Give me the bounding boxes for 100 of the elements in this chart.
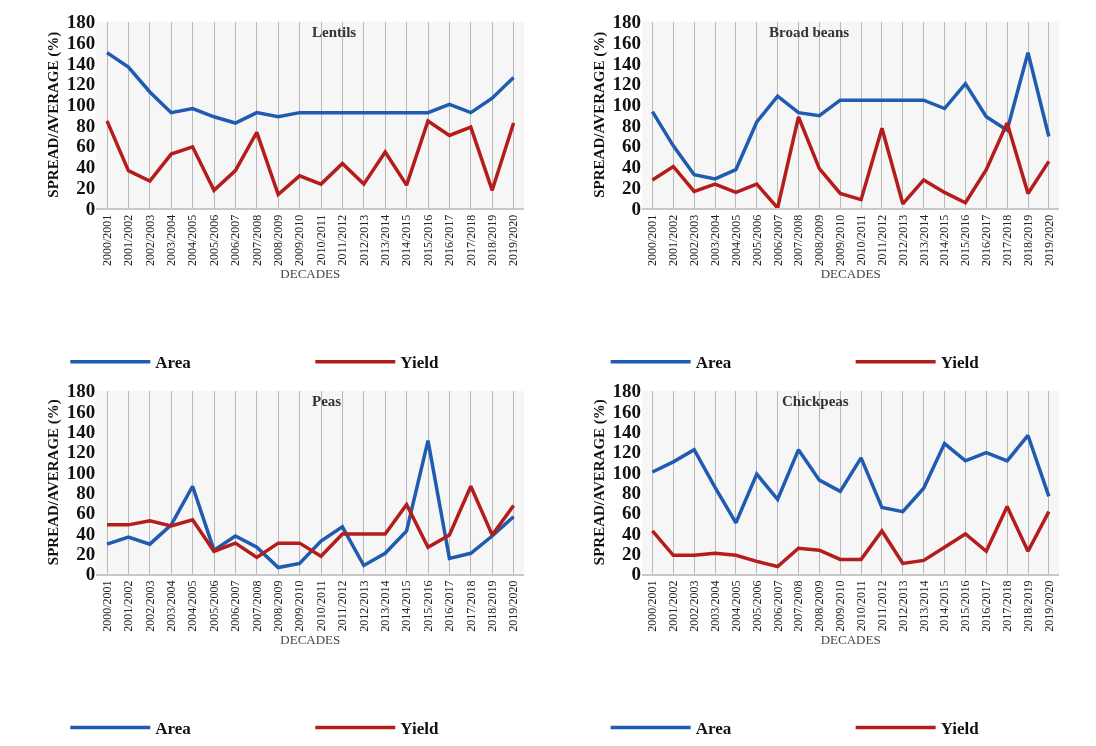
x-tick-label: 2012/2013 xyxy=(895,580,910,632)
x-tick-label: 2013/2014 xyxy=(916,214,931,267)
y-tick-label: 140 xyxy=(612,52,641,74)
x-tick-label: 2014/2015 xyxy=(937,214,952,267)
x-tick-label: 2019/2020 xyxy=(506,580,521,632)
x-tick-label: 2012/2013 xyxy=(895,214,910,267)
x-tick-label: 2000/2001 xyxy=(645,214,660,267)
x-tick-label: 2016/2017 xyxy=(979,214,994,267)
x-tick-label: 2002/2003 xyxy=(687,214,702,267)
x-tick-label: 2009/2010 xyxy=(292,214,307,267)
legend-label: Yield xyxy=(400,353,439,373)
legend-label: Area xyxy=(695,353,732,373)
chart-title: Broad beans xyxy=(769,24,850,40)
line-series xyxy=(105,119,516,197)
x-axis-title: DECADES xyxy=(820,631,881,647)
x-tick-label: 2003/2004 xyxy=(707,214,722,267)
y-axis-title: SPREAD/AVERAGE (%) xyxy=(45,31,63,198)
x-tick-label: 2014/2015 xyxy=(399,214,414,267)
y-tick-label: 60 xyxy=(76,135,96,157)
x-tick-label: 2000/2001 xyxy=(645,580,660,632)
y-axis-title: SPREAD/AVERAGE (%) xyxy=(590,399,608,566)
y-tick-label: 160 xyxy=(612,31,641,53)
x-tick-label: 2011/2012 xyxy=(335,580,350,632)
x-tick-label: 2002/2003 xyxy=(142,214,157,267)
x-tick-label: 2007/2008 xyxy=(791,580,806,632)
y-tick-label: 40 xyxy=(622,522,641,544)
x-tick-label: 2018/2019 xyxy=(1020,214,1035,267)
x-tick-label: 2019/2020 xyxy=(1041,214,1056,267)
legend-label: Area xyxy=(155,353,192,373)
y-tick-label: 180 xyxy=(612,11,641,33)
x-tick-label: 2019/2020 xyxy=(506,214,521,267)
y-tick-label: 0 xyxy=(85,563,96,585)
y-axis-title: SPREAD/AVERAGE (%) xyxy=(45,399,63,566)
y-tick-label: 0 xyxy=(631,563,641,585)
x-tick-label: 2015/2016 xyxy=(420,580,435,632)
x-tick-label: 2005/2006 xyxy=(206,214,221,267)
y-tick-label: 100 xyxy=(66,94,96,116)
y-tick-label: 140 xyxy=(612,421,641,443)
x-tick-label: 2006/2007 xyxy=(228,214,243,267)
x-tick-label: 2016/2017 xyxy=(442,214,457,267)
x-tick-label: 2006/2007 xyxy=(770,214,785,267)
x-axis-title: DECADES xyxy=(820,266,881,282)
x-tick-label: 2018/2019 xyxy=(485,214,500,267)
x-tick-label: 2009/2010 xyxy=(292,580,307,632)
y-tick-label: 60 xyxy=(622,502,641,524)
line-series xyxy=(650,433,1051,525)
legend-label: Yield xyxy=(940,353,980,373)
x-tick-label: 2006/2007 xyxy=(770,580,785,632)
x-tick-label: 2013/2014 xyxy=(916,580,931,632)
x-tick-label: 2017/2018 xyxy=(463,580,478,632)
x-tick-label: 2015/2016 xyxy=(958,580,973,632)
y-tick-label: 160 xyxy=(66,400,96,422)
legend-label: Yield xyxy=(940,719,980,739)
y-tick-label: 180 xyxy=(612,380,641,402)
line-series xyxy=(650,115,1051,208)
y-tick-label: 140 xyxy=(66,421,96,443)
x-tick-label: 2011/2012 xyxy=(335,214,350,266)
x-tick-label: 2013/2014 xyxy=(378,214,393,267)
y-tick-label: 40 xyxy=(76,522,96,544)
x-tick-label: 2001/2002 xyxy=(666,580,681,632)
y-tick-label: 100 xyxy=(612,94,641,116)
x-tick-label: 2007/2008 xyxy=(249,580,264,632)
x-tick-label: 2003/2004 xyxy=(164,580,179,632)
x-tick-label: 2012/2013 xyxy=(356,580,371,632)
x-tick-label: 2017/2018 xyxy=(1000,580,1015,632)
x-tick-label: 2010/2011 xyxy=(853,580,868,632)
x-tick-label: 2002/2003 xyxy=(687,580,702,632)
x-tick-label: 2016/2017 xyxy=(979,580,994,632)
y-tick-label: 20 xyxy=(622,542,641,564)
y-tick-label: 0 xyxy=(85,197,96,219)
y-tick-label: 120 xyxy=(612,73,641,95)
x-tick-label: 2009/2010 xyxy=(833,580,848,632)
x-tick-label: 2005/2006 xyxy=(206,580,221,632)
y-tick-label: 80 xyxy=(622,481,641,503)
x-tick-label: 2005/2006 xyxy=(749,214,764,267)
legend-label: Area xyxy=(695,719,732,739)
x-tick-label: 2004/2005 xyxy=(185,580,200,632)
chart-title: Chickpeas xyxy=(782,393,849,409)
y-tick-label: 100 xyxy=(612,461,641,483)
y-tick-label: 80 xyxy=(622,114,641,136)
y-tick-label: 120 xyxy=(66,441,96,463)
y-tick-label: 60 xyxy=(622,135,641,157)
x-tick-label: 2008/2009 xyxy=(812,580,827,632)
y-tick-label: 100 xyxy=(66,461,96,483)
x-tick-label: 2000/2001 xyxy=(99,214,114,267)
x-tick-label: 2007/2008 xyxy=(249,214,264,267)
x-tick-label: 2006/2007 xyxy=(228,580,243,632)
y-tick-label: 40 xyxy=(76,156,96,178)
x-tick-label: 2000/2001 xyxy=(99,580,114,632)
x-tick-label: 2017/2018 xyxy=(463,214,478,267)
line-series xyxy=(105,484,516,560)
x-tick-label: 2017/2018 xyxy=(1000,214,1015,267)
x-tick-label: 2003/2004 xyxy=(707,580,722,632)
x-tick-label: 2004/2005 xyxy=(185,214,200,267)
x-tick-label: 2010/2011 xyxy=(313,580,328,632)
y-tick-label: 120 xyxy=(66,73,96,95)
y-tick-label: 180 xyxy=(66,380,96,402)
x-axis-title: DECADES xyxy=(280,266,341,282)
x-tick-label: 2018/2019 xyxy=(1020,580,1035,632)
x-tick-label: 2008/2009 xyxy=(812,214,827,267)
